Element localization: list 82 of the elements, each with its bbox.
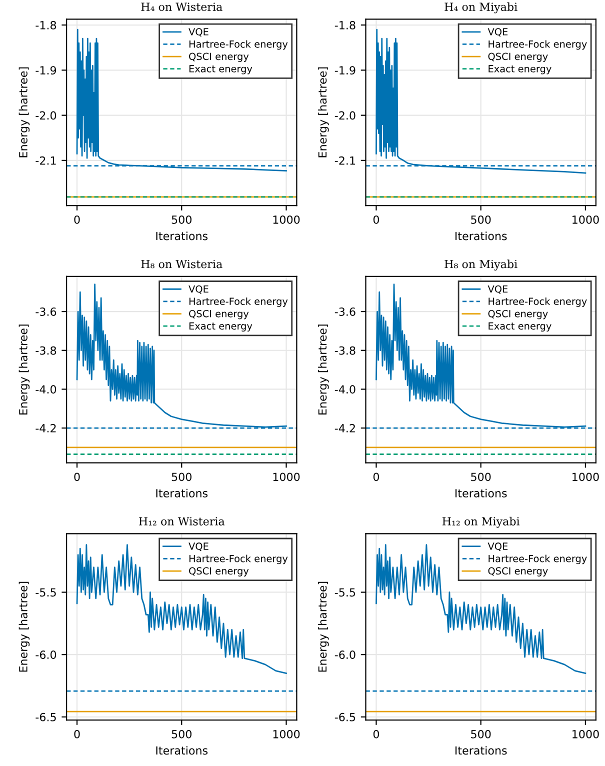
legend-label: QSCI energy — [488, 567, 548, 576]
y-tick-label: -2.1 — [334, 156, 356, 165]
y-tick-label: -1.9 — [36, 66, 56, 75]
legend-label: QSCI energy — [488, 52, 548, 62]
legend-label: Hartree-Fock energy — [189, 297, 288, 307]
legend-label: Exact energy — [488, 322, 552, 332]
x-tick-label: 0 — [373, 730, 380, 738]
line-series — [376, 544, 586, 674]
y-axis-title: Energy [hartree] — [18, 67, 30, 158]
x-tick-label: 1000 — [273, 215, 300, 224]
y-tick-label: -1.9 — [334, 66, 356, 75]
y-tick-label: -2.0 — [36, 111, 56, 120]
y-tick-label: -4.0 — [334, 385, 356, 394]
y-axis-title: Energy [hartree] — [318, 67, 329, 158]
x-tick-label: 500 — [471, 215, 491, 224]
x-tick-label: 500 — [172, 472, 192, 482]
legend-label: VQE — [488, 28, 508, 37]
x-tick-label: 0 — [373, 215, 380, 224]
x-axis-title: Iterations — [455, 746, 507, 755]
legend-label: VQE — [488, 542, 508, 552]
x-tick-label: 0 — [74, 730, 80, 738]
legend-label: VQE — [188, 285, 208, 294]
y-tick-label: -5.5 — [36, 588, 56, 597]
x-tick-label: 1000 — [572, 472, 599, 482]
x-axis-title: Iterations — [455, 488, 507, 498]
x-tick-label: 1000 — [273, 472, 300, 482]
legend-label: Exact energy — [488, 65, 552, 74]
legend-label: QSCI energy — [189, 52, 249, 62]
y-tick-label: -3.8 — [334, 346, 356, 355]
legend-label: Hartree-Fock energy — [488, 554, 587, 564]
y-tick-label: -3.8 — [36, 346, 56, 355]
y-tick-label: -3.6 — [334, 308, 356, 316]
x-axis-title: Iterations — [156, 232, 208, 240]
y-tick-label: -1.8 — [334, 20, 356, 30]
legend-label: Hartree-Fock energy — [488, 40, 587, 50]
y-axis-title: Energy [hartree] — [18, 324, 30, 414]
x-tick-label: 1000 — [572, 730, 599, 738]
y-tick-label: -6.0 — [334, 650, 356, 659]
legend-label: Exact energy — [189, 65, 252, 74]
chart-title: H₁₂ on Wisteria — [138, 517, 225, 526]
x-tick-label: 500 — [471, 730, 491, 738]
x-axis-title: Iterations — [156, 746, 208, 755]
legend-label: Hartree-Fock energy — [488, 297, 587, 307]
legend-label: Hartree-Fock energy — [189, 554, 288, 564]
x-tick-label: 500 — [172, 730, 192, 738]
y-tick-label: -6.5 — [334, 712, 356, 722]
legend-label: QSCI energy — [488, 310, 548, 320]
line-series — [76, 544, 287, 674]
y-tick-label: -6.5 — [36, 712, 56, 722]
y-axis-title: Energy [hartree] — [318, 324, 329, 414]
chart-title: H₁₂ on Miyabi — [442, 516, 520, 528]
y-tick-label: -2.1 — [36, 156, 56, 165]
y-tick-label: -1.8 — [36, 20, 56, 30]
x-tick-label: 0 — [74, 215, 80, 224]
x-tick-label: 500 — [172, 215, 192, 224]
y-axis-title: Energy [hartree] — [18, 582, 30, 672]
x-tick-label: 500 — [471, 472, 491, 482]
x-axis-title: Iterations — [455, 232, 507, 240]
y-tick-label: -4.2 — [334, 424, 355, 432]
chart-title: H₄ on Wisteria — [141, 2, 222, 11]
x-tick-label: 0 — [373, 472, 380, 482]
y-tick-label: -4.0 — [36, 385, 56, 394]
x-tick-label: 1000 — [572, 215, 599, 224]
legend-label: QSCI energy — [189, 310, 249, 320]
legend-label: Hartree-Fock energy — [189, 40, 288, 50]
y-tick-label: -6.0 — [36, 650, 56, 659]
legend-label: VQE — [188, 28, 208, 37]
legend-label: VQE — [188, 542, 208, 552]
y-axis-title: Energy [hartree] — [318, 582, 329, 672]
y-tick-label: -4.2 — [36, 424, 56, 432]
chart-title: H₈ on Miyabi — [444, 260, 518, 271]
legend-label: QSCI energy — [189, 567, 249, 576]
x-axis-title: Iterations — [156, 488, 208, 498]
x-tick-label: 0 — [74, 472, 80, 482]
y-tick-label: -2.0 — [334, 111, 356, 120]
chart-title: H₈ on Wisteria — [141, 260, 222, 268]
legend-label: VQE — [488, 285, 508, 294]
chart-title: H₄ on Miyabi — [444, 2, 518, 14]
y-tick-label: -5.5 — [334, 588, 356, 597]
x-tick-label: 1000 — [273, 730, 300, 738]
y-tick-label: -3.6 — [36, 308, 56, 316]
legend-label: Exact energy — [189, 322, 252, 332]
